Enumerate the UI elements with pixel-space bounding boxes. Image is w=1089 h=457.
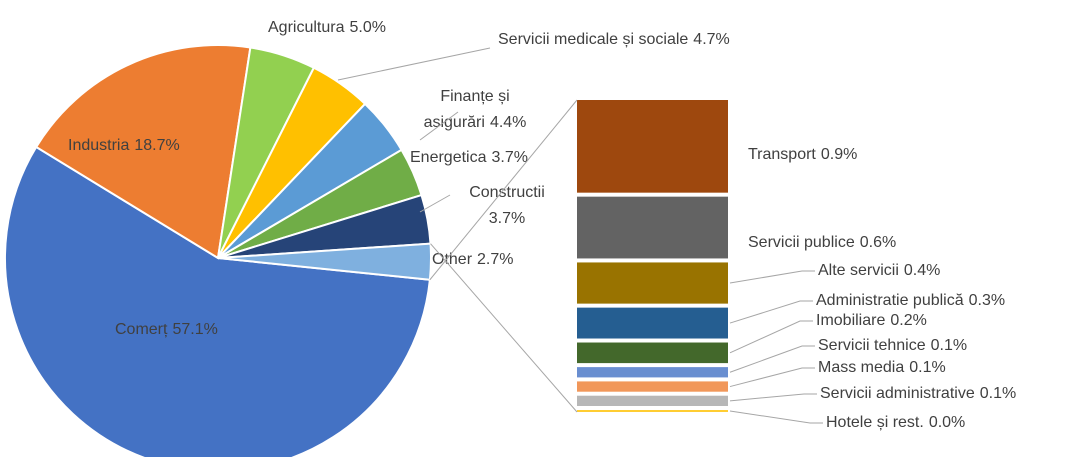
slice-label-name: Industria — [68, 137, 129, 154]
bar-label: Administratie publică 0.3% — [816, 292, 1005, 309]
slice-label-name: Servicii medicale și sociale — [498, 31, 688, 48]
slice-label: Comerț 57.1% — [115, 321, 218, 338]
bar-label-name: Servicii tehnice — [818, 337, 926, 354]
bar-label-name: Imobiliare — [816, 312, 885, 329]
slice-label-name: Constructii — [469, 184, 545, 201]
slice-label-value: 57.1% — [172, 321, 217, 338]
bar-label-value: 0.1% — [931, 337, 967, 354]
connector — [430, 243, 578, 413]
leader-line — [419, 194, 451, 213]
slice-label-value: 4.7% — [693, 31, 729, 48]
slice-label-name: Comerț — [115, 321, 168, 338]
bar-label-value: 0.2% — [890, 312, 926, 329]
bar-segment — [577, 262, 728, 304]
bar-label-value: 0.1% — [909, 359, 945, 376]
slice-label-name: asigurări — [424, 114, 485, 131]
slice-label: Energetica 3.7% — [410, 149, 528, 166]
slice-label: Industria 18.7% — [68, 137, 180, 154]
bar-segment — [577, 410, 728, 412]
bar-segment — [577, 100, 728, 193]
slice-label-name: Other — [432, 251, 473, 268]
bar-segment — [577, 395, 728, 406]
bar-label-name: Administratie publică — [816, 292, 964, 309]
leader-line — [729, 300, 813, 324]
bar-segment — [577, 307, 728, 339]
bar-segment — [577, 342, 728, 364]
pie-slice — [34, 44, 252, 260]
bar-label-value: 0.6% — [860, 234, 896, 251]
leader-line — [729, 345, 815, 373]
leader-line — [419, 111, 459, 141]
bar-segment — [577, 381, 728, 392]
bar-label-name: Alte servicii — [818, 262, 899, 279]
leader-line — [729, 270, 815, 284]
slice-label-value: 3.7% — [489, 210, 525, 227]
leader-line — [729, 410, 823, 424]
bar-label: Mass media 0.1% — [818, 359, 946, 376]
slice-label-value: 4.4% — [490, 114, 526, 131]
bar-segment — [577, 367, 728, 378]
bar-label-name: Transport — [748, 146, 816, 163]
slice-label: Constructii 3.7% — [469, 184, 545, 227]
bar-label: Servicii tehnice 0.1% — [818, 337, 967, 354]
bar-label: Alte servicii 0.4% — [818, 262, 940, 279]
leader-line — [729, 393, 817, 402]
leader-line — [729, 320, 813, 354]
bar-label-name: Servicii publice — [748, 234, 855, 251]
bar-label-value: 0.1% — [980, 385, 1016, 402]
slice-label-value: 18.7% — [134, 137, 179, 154]
bar-label: Hotele și rest. 0.0% — [826, 414, 965, 431]
bar-label-value: 0.4% — [904, 262, 940, 279]
bar-label: Servicii administrative 0.1% — [820, 385, 1016, 402]
bar-label: Imobiliare 0.2% — [816, 312, 927, 329]
leader-line — [337, 47, 491, 81]
leader-line — [729, 367, 815, 388]
bar-label: Servicii publice 0.6% — [748, 234, 896, 251]
bar-label-name: Hotele și rest. — [826, 414, 924, 431]
slice-label-value: 2.7% — [477, 251, 513, 268]
slice-label-name: Energetica — [410, 149, 487, 166]
bar-label-value: 0.3% — [969, 292, 1005, 309]
connector — [429, 99, 578, 281]
slice-label-name: Finanțe și — [440, 88, 509, 105]
bar-label-value: 0.0% — [929, 414, 965, 431]
pie-slice — [4, 145, 431, 457]
slice-label: Servicii medicale și sociale 4.7% — [498, 31, 730, 48]
slice-label-value: 5.0% — [349, 19, 385, 36]
bar-label-name: Mass media — [818, 359, 904, 376]
bar-segment — [577, 196, 728, 259]
bar-label-name: Servicii administrative — [820, 385, 975, 402]
bar-label-value: 0.9% — [821, 146, 857, 163]
slice-label: Finanțe și asigurări 4.4% — [424, 88, 527, 131]
slice-label-name: Agricultura — [268, 19, 345, 36]
slice-label: Agricultura 5.0% — [268, 19, 386, 36]
slice-label-value: 3.7% — [492, 149, 528, 166]
bar-label: Transport 0.9% — [748, 146, 857, 163]
